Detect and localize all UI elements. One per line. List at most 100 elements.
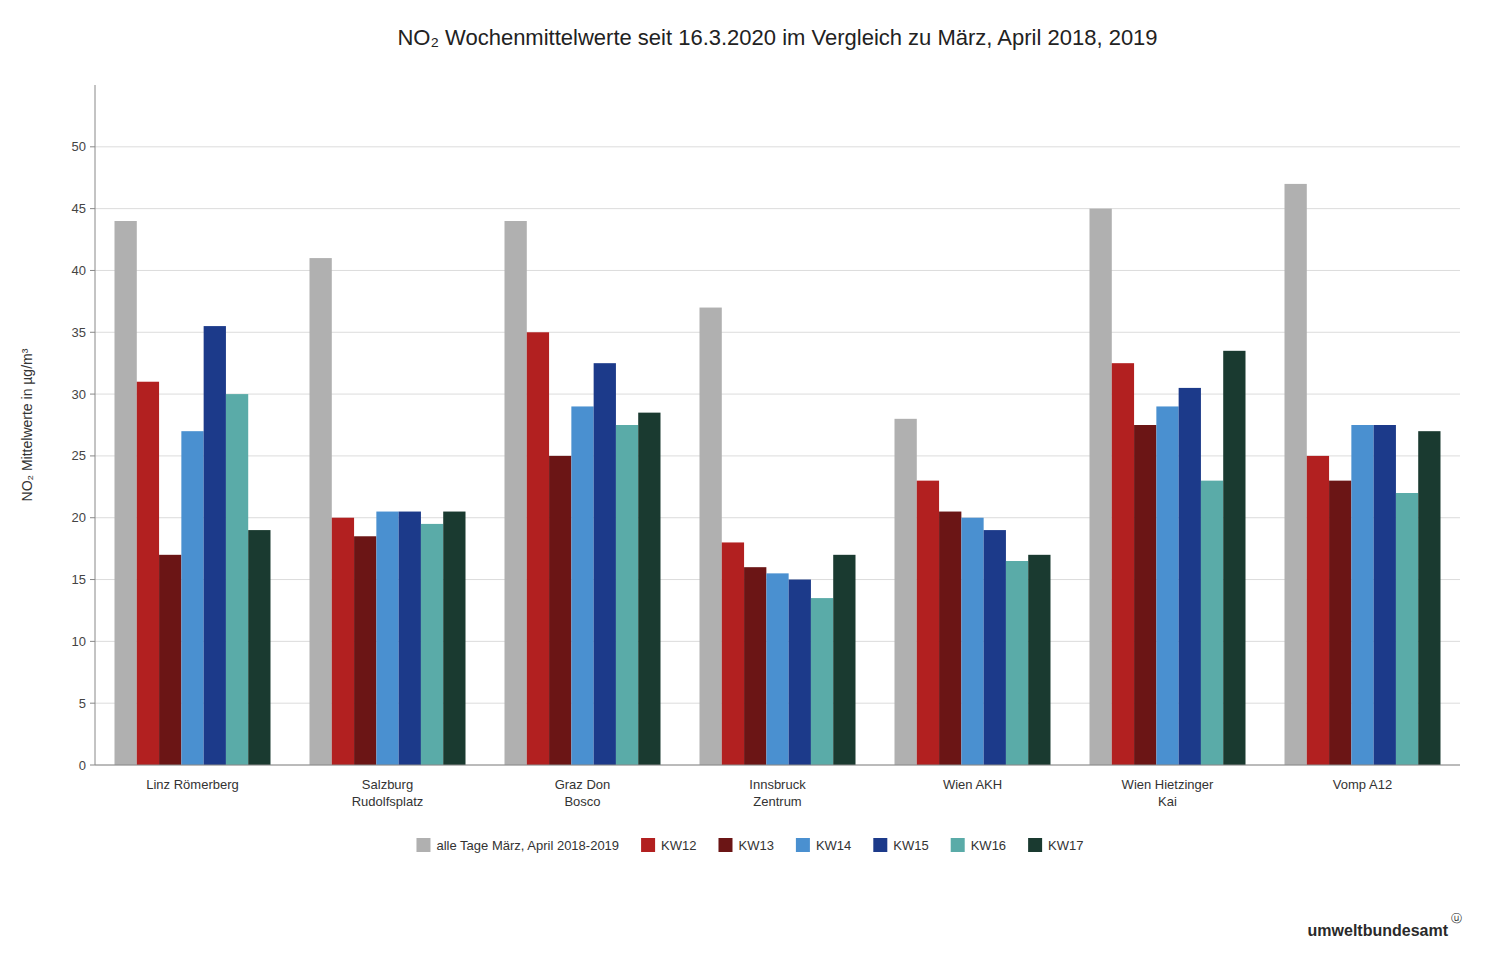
bar [505, 221, 527, 765]
y-tick [90, 703, 95, 704]
bar [1396, 493, 1418, 765]
bar [421, 524, 443, 765]
y-tick [90, 765, 95, 766]
logo-text: umweltbundesamt [1308, 922, 1449, 939]
grid-line [95, 517, 1460, 518]
x-tick-label: Wien AKH [943, 777, 1002, 792]
y-tick-label: 35 [72, 325, 86, 340]
y-tick-label: 15 [72, 572, 86, 587]
legend-swatch [641, 838, 655, 852]
x-tick-label-line: Vomp A12 [1333, 777, 1392, 792]
bar [137, 382, 159, 765]
bar [1090, 209, 1112, 765]
legend-swatch [416, 838, 430, 852]
bar [1179, 388, 1201, 765]
y-axis-label: NO₂ Mittelwerte in µg/m³ [19, 348, 35, 501]
chart: NO₂ Wochenmittelwerte seit 16.3.2020 im … [0, 0, 1500, 961]
x-axis-line [95, 765, 1460, 766]
bar [354, 536, 376, 765]
y-tick [90, 641, 95, 642]
legend-swatch [951, 838, 965, 852]
legend-label: KW17 [1048, 838, 1083, 853]
bar [1223, 351, 1245, 765]
bar [226, 394, 248, 765]
bar [1156, 406, 1178, 765]
x-tick-label: Vomp A12 [1333, 777, 1392, 792]
x-tick-label-line: Rudolfsplatz [352, 794, 424, 809]
bar [527, 332, 549, 765]
grid [90, 147, 1460, 765]
bar [1112, 363, 1134, 765]
y-tick-label: 45 [72, 201, 86, 216]
grid-line [95, 208, 1460, 209]
legend-swatch [1028, 838, 1042, 852]
legend-item: KW15 [873, 838, 928, 853]
x-tick-label: InnsbruckZentrum [749, 777, 806, 809]
title: NO₂ Wochenmittelwerte seit 16.3.2020 im … [397, 25, 1157, 50]
y-tick [90, 208, 95, 209]
y-tick-label: 30 [72, 387, 86, 402]
bar [1201, 481, 1223, 765]
y-tick [90, 146, 95, 147]
x-tick-label-line: Wien AKH [943, 777, 1002, 792]
bar [443, 512, 465, 765]
x-tick-label: Salzburg Rudolfsplatz [352, 777, 424, 809]
bar [376, 512, 398, 765]
y-tick [90, 394, 95, 395]
y-tick [90, 270, 95, 271]
x-tick-label: Graz DonBosco [555, 777, 611, 809]
bar [594, 363, 616, 765]
grid-line [95, 270, 1460, 271]
bar [1134, 425, 1156, 765]
bar [917, 481, 939, 765]
legend-swatch [796, 838, 810, 852]
y-tick-label: 25 [72, 448, 86, 463]
y-tick [90, 455, 95, 456]
legend-label: KW14 [816, 838, 851, 853]
bar [961, 518, 983, 765]
grid-line [95, 765, 1460, 766]
bar [722, 542, 744, 765]
bar [1028, 555, 1050, 765]
bar [1351, 425, 1373, 765]
grid-line [95, 394, 1460, 395]
legend-item: KW17 [1028, 838, 1083, 853]
legend-swatch [718, 838, 732, 852]
bar [700, 308, 722, 765]
legend-item: KW14 [796, 838, 851, 853]
bar [310, 258, 332, 765]
legend-label: KW16 [971, 838, 1006, 853]
bar [616, 425, 638, 765]
bar [549, 456, 571, 765]
bar [571, 406, 593, 765]
bar [181, 431, 203, 765]
y-axis-line [95, 85, 96, 765]
legend-item: KW13 [718, 838, 773, 853]
bar [833, 555, 855, 765]
y-tick-label: 50 [72, 139, 86, 154]
y-tick [90, 579, 95, 580]
bars [115, 184, 1441, 765]
bar [744, 567, 766, 765]
x-tick-label-line: Wien Hietzinger [1122, 777, 1214, 792]
x-tick-label-line: Salzburg [362, 777, 413, 792]
grid-line [95, 146, 1460, 147]
bar [204, 326, 226, 765]
legend-item: KW16 [951, 838, 1006, 853]
grid-line [95, 332, 1460, 333]
grid-line [95, 455, 1460, 456]
legend-item: alle Tage März, April 2018-2019 [416, 838, 619, 853]
bar [1374, 425, 1396, 765]
bar [1418, 431, 1440, 765]
bar [789, 580, 811, 765]
legend-item: KW12 [641, 838, 696, 853]
x-tick-label-line: Kai [1158, 794, 1177, 809]
x-tick-label: Wien Hietzinger Kai [1122, 777, 1214, 809]
x-tick-label-line: Innsbruck [749, 777, 806, 792]
bar [1285, 184, 1307, 765]
bar [811, 598, 833, 765]
legend-label: KW12 [661, 838, 696, 853]
bar [1307, 456, 1329, 765]
bar [159, 555, 181, 765]
y-tick-label: 40 [72, 263, 86, 278]
